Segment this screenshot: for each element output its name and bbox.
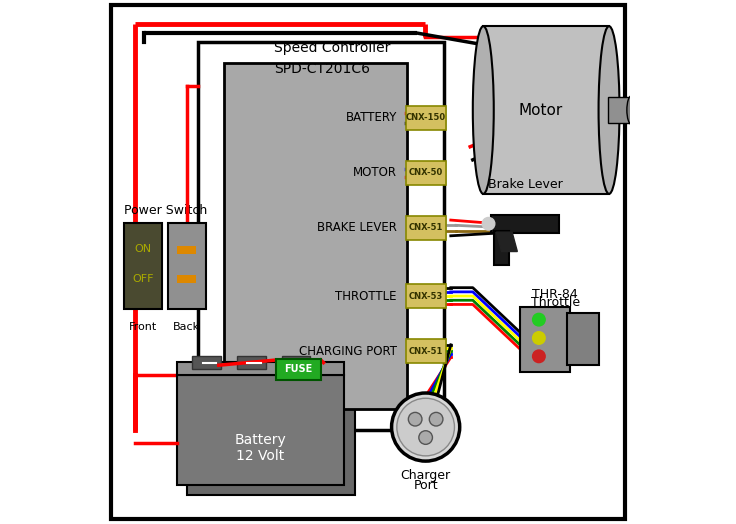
Bar bbox=[520, 307, 570, 372]
Bar bbox=[177, 246, 196, 254]
Bar bbox=[177, 275, 196, 282]
Bar bbox=[406, 216, 445, 240]
Bar bbox=[406, 106, 445, 130]
Circle shape bbox=[392, 393, 460, 461]
Bar bbox=[276, 359, 321, 380]
Text: Brake Lever: Brake Lever bbox=[488, 178, 562, 191]
Bar bbox=[406, 161, 445, 185]
Text: CHARGING PORT: CHARGING PORT bbox=[299, 345, 397, 357]
Circle shape bbox=[533, 350, 545, 363]
Bar bbox=[177, 362, 344, 375]
Bar bbox=[192, 356, 222, 369]
Circle shape bbox=[429, 412, 443, 426]
Ellipse shape bbox=[473, 26, 494, 194]
Bar bbox=[224, 63, 407, 409]
Circle shape bbox=[482, 217, 495, 230]
Text: CNX-150: CNX-150 bbox=[406, 113, 446, 123]
Text: CNX-51: CNX-51 bbox=[408, 223, 443, 233]
Ellipse shape bbox=[627, 95, 637, 125]
Text: CNX-50: CNX-50 bbox=[408, 168, 443, 178]
Bar bbox=[494, 231, 509, 265]
Bar bbox=[198, 42, 444, 430]
Text: Motor: Motor bbox=[519, 103, 563, 117]
Text: Front: Front bbox=[129, 322, 158, 332]
Text: ON: ON bbox=[135, 244, 152, 254]
Bar bbox=[177, 375, 344, 485]
Polygon shape bbox=[496, 232, 517, 252]
Text: THROTTLE: THROTTLE bbox=[336, 290, 397, 302]
Text: THR-84: THR-84 bbox=[532, 288, 578, 301]
Circle shape bbox=[419, 431, 433, 444]
Text: Port: Port bbox=[414, 479, 438, 493]
Bar bbox=[124, 223, 162, 309]
Circle shape bbox=[397, 398, 454, 456]
Bar bbox=[608, 97, 631, 123]
Bar bbox=[187, 385, 355, 495]
Circle shape bbox=[533, 313, 545, 326]
Text: OFF: OFF bbox=[132, 274, 154, 284]
Text: CNX-53: CNX-53 bbox=[408, 291, 443, 301]
Circle shape bbox=[533, 332, 545, 344]
Text: Throttle: Throttle bbox=[531, 296, 580, 309]
Bar bbox=[237, 356, 266, 369]
Bar bbox=[491, 215, 559, 233]
Text: Speed Controller: Speed Controller bbox=[274, 41, 390, 55]
Bar bbox=[168, 223, 205, 309]
Bar bbox=[567, 313, 598, 366]
Bar bbox=[282, 356, 311, 369]
Text: CNX-51: CNX-51 bbox=[408, 346, 443, 356]
Bar bbox=[406, 340, 445, 363]
Bar bbox=[484, 26, 609, 194]
Ellipse shape bbox=[598, 26, 620, 194]
Text: FUSE: FUSE bbox=[284, 364, 313, 375]
Text: MOTOR: MOTOR bbox=[353, 167, 397, 179]
Text: 12 Volt: 12 Volt bbox=[236, 449, 285, 463]
Bar bbox=[406, 285, 445, 308]
Text: Power Switch: Power Switch bbox=[124, 204, 208, 217]
Text: Battery: Battery bbox=[235, 433, 286, 447]
Circle shape bbox=[408, 412, 422, 426]
Text: Charger: Charger bbox=[400, 469, 450, 482]
Text: BRAKE LEVER: BRAKE LEVER bbox=[317, 222, 397, 234]
Text: SPD-CT201C6: SPD-CT201C6 bbox=[274, 62, 369, 76]
Text: BATTERY: BATTERY bbox=[345, 112, 397, 124]
Text: Back: Back bbox=[173, 322, 200, 332]
